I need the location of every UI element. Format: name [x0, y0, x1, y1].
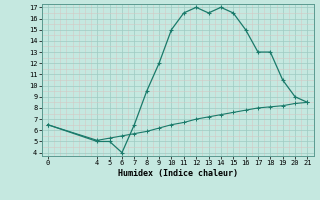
- X-axis label: Humidex (Indice chaleur): Humidex (Indice chaleur): [118, 169, 237, 178]
